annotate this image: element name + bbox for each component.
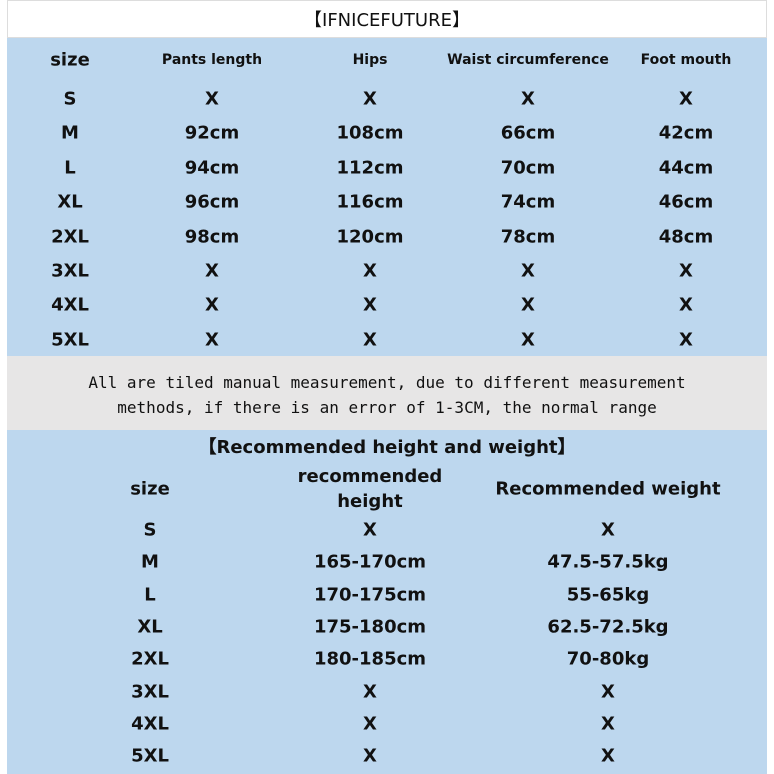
table-cell: 175-180cm — [313, 616, 427, 638]
table-cell: 5XL — [51, 329, 89, 351]
table-cell: 4XL — [51, 294, 89, 316]
table-cell: 2XL — [51, 226, 89, 248]
brand-title: 【IFNICEFUTURE】 — [304, 10, 470, 31]
title-band — [7, 0, 767, 38]
table-cell: X — [601, 713, 615, 735]
table-cell: 92cm — [184, 122, 240, 144]
table-cell: 108cm — [336, 122, 404, 144]
table-cell: 47.5-57.5kg — [547, 551, 669, 573]
table-cell: 3XL — [131, 681, 169, 702]
table-cell: XL — [137, 616, 163, 638]
table-cell: 70cm — [500, 157, 556, 179]
header-cell: Foot mouth — [640, 52, 732, 68]
table-cell: 165-170cm — [313, 551, 427, 573]
table-cell: 44cm — [658, 157, 714, 179]
table-cell: X — [679, 260, 693, 282]
header-cell: size — [130, 478, 170, 500]
table-cell: 116cm — [336, 191, 404, 213]
table-cell: X — [363, 713, 377, 735]
size-table-background — [7, 38, 767, 356]
table-cell: 4XL — [131, 713, 169, 735]
table-cell: L — [64, 157, 76, 179]
table-cell: 5XL — [131, 745, 169, 767]
header-cell: Waist circumference — [447, 52, 609, 68]
table-cell: X — [363, 294, 377, 316]
table-cell: 2XL — [131, 648, 169, 670]
table-cell: 94cm — [184, 157, 240, 179]
header-cell: recommended height — [297, 466, 443, 512]
table-cell: X — [601, 681, 615, 702]
table-cell: 74cm — [500, 191, 556, 213]
table-cell: M — [141, 551, 159, 573]
header-cell: size — [50, 49, 90, 71]
table-cell: X — [521, 294, 535, 316]
table-cell: X — [679, 88, 693, 110]
table-cell: X — [521, 329, 535, 351]
table-cell: 48cm — [658, 226, 714, 248]
table-cell: 120cm — [336, 226, 404, 248]
table-cell: S — [63, 88, 77, 110]
table-cell: XL — [57, 191, 83, 213]
table-cell: L — [144, 584, 156, 606]
table-cell: 66cm — [500, 122, 556, 144]
table-cell: 170-175cm — [313, 584, 427, 606]
table-cell: X — [205, 294, 219, 316]
header-cell: Recommended weight — [495, 478, 721, 500]
table-cell: 98cm — [184, 226, 240, 248]
table-cell: 42cm — [658, 122, 714, 144]
table-cell: M — [61, 122, 79, 144]
table-cell: X — [521, 260, 535, 282]
notice-background — [7, 356, 767, 430]
recommend-table-background — [7, 430, 767, 774]
table-cell: X — [363, 745, 377, 767]
table-cell: 55-65kg — [566, 584, 650, 606]
table-cell: X — [363, 329, 377, 351]
table-cell: 70-80kg — [566, 648, 650, 670]
notice-line-1: All are tiled manual measurement, due to… — [88, 373, 686, 392]
table-cell: X — [679, 329, 693, 351]
table-cell: X — [363, 519, 377, 541]
table-cell: X — [205, 88, 219, 110]
table-cell: X — [205, 329, 219, 351]
table-cell: X — [363, 260, 377, 282]
header-cell: Pants length — [161, 52, 263, 68]
table-cell: 78cm — [500, 226, 556, 248]
table-cell: X — [521, 88, 535, 110]
measurement-notice: All are tiled manual measurement, due to… — [7, 370, 767, 420]
table-cell: S — [143, 519, 157, 541]
table-cell: X — [205, 260, 219, 282]
table-cell: X — [363, 681, 377, 702]
table-cell: 3XL — [51, 260, 89, 282]
table-cell: 46cm — [658, 191, 714, 213]
table-cell: 112cm — [336, 157, 404, 179]
table-cell: X — [601, 745, 615, 767]
table-cell: 180-185cm — [313, 648, 427, 670]
table-cell: X — [601, 519, 615, 541]
table-cell: 96cm — [184, 191, 240, 213]
table-cell: 62.5-72.5kg — [547, 616, 669, 638]
table-cell: X — [679, 294, 693, 316]
recommend-title: 【Recommended height and weight】 — [198, 437, 576, 458]
table-cell: X — [363, 88, 377, 110]
header-cell: Hips — [352, 52, 388, 68]
notice-line-2: methods, if there is an error of 1-3CM, … — [117, 398, 657, 417]
